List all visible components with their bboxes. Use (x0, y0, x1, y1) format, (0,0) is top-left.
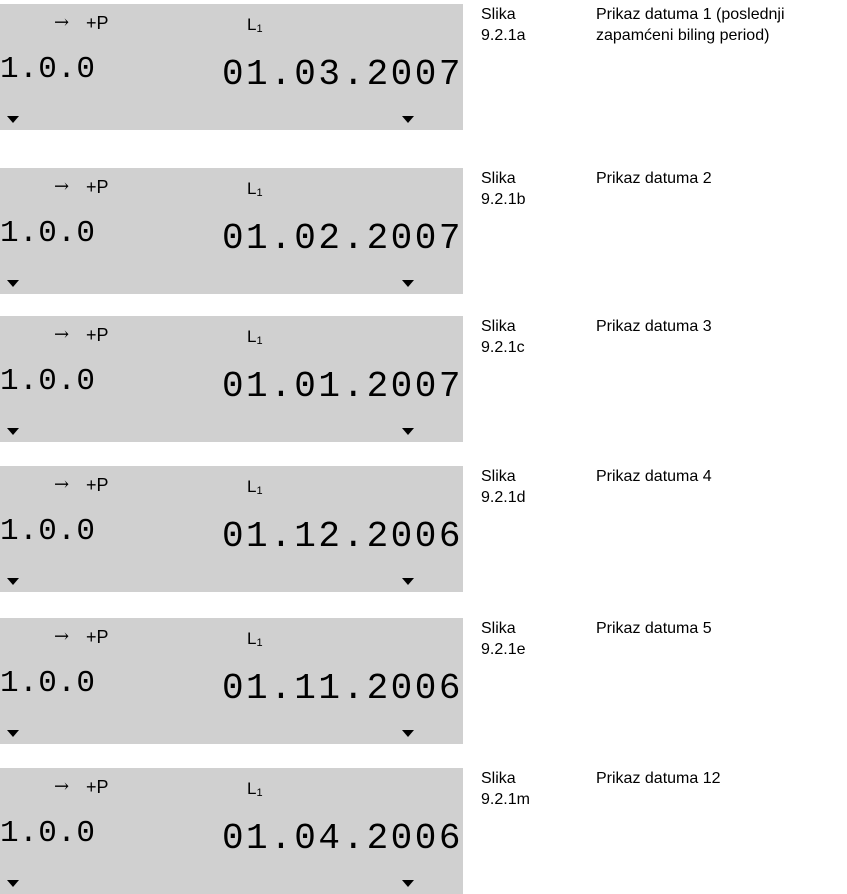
figure-number: 9.2.1a (481, 27, 526, 44)
description-line-1: Prikaz datuma 4 (596, 468, 712, 485)
display-row-6: → +P L1 1.0.0 01.04.2006 Slika 9.2.1m Pr… (0, 768, 847, 894)
phase-index: 1 (256, 787, 263, 799)
display-description: Prikaz datuma 2 (596, 168, 846, 189)
figure-number: 9.2.1b (481, 191, 526, 208)
billing-date: 01.04.2006 (221, 818, 463, 859)
phase-letter: L (247, 15, 257, 34)
display-row-1: → +P L1 1.0.0 01.03.2007 Slika 9.2.1a Pr… (0, 4, 847, 130)
phase-index: 1 (256, 335, 263, 347)
billing-date: 01.12.2006 (221, 516, 463, 557)
phase-letter: L (247, 779, 257, 798)
lcd-display: → +P L1 1.0.0 01.01.2007 (0, 316, 463, 442)
down-triangle-left-icon (7, 880, 19, 887)
energy-direction-arrow-icon: → (54, 776, 70, 797)
display-row-4: → +P L1 1.0.0 01.12.2006 Slika 9.2.1d Pr… (0, 466, 847, 592)
phase-indicator: L1 (247, 778, 263, 804)
description-line-1: Prikaz datuma 1 (poslednji (596, 6, 785, 23)
display-description: Prikaz datuma 3 (596, 316, 846, 337)
billing-date: 01.11.2006 (221, 668, 463, 709)
display-row-5: → +P L1 1.0.0 01.11.2006 Slika 9.2.1e Pr… (0, 618, 847, 744)
active-power-indicator: +P (86, 325, 109, 345)
figure-caption: Slika 9.2.1m (481, 768, 571, 810)
figure-number: 9.2.1m (481, 791, 530, 808)
active-power-indicator: +P (86, 777, 109, 797)
down-triangle-left-icon (7, 280, 19, 287)
down-triangle-right-icon (402, 280, 414, 287)
figure-label: Slika (481, 318, 516, 335)
energy-direction-arrow-icon: → (54, 626, 70, 647)
figure-label: Slika (481, 468, 516, 485)
obis-code: 1.0.0 (0, 216, 96, 251)
figure-number: 9.2.1d (481, 489, 526, 506)
down-triangle-left-icon (7, 116, 19, 123)
figure-caption: Slika 9.2.1b (481, 168, 571, 210)
figure-label: Slika (481, 170, 516, 187)
phase-indicator: L1 (247, 326, 263, 352)
description-line-2: zapamćeni biling period) (596, 27, 770, 44)
phase-indicator: L1 (247, 476, 263, 502)
figure-caption: Slika 9.2.1e (481, 618, 571, 660)
figure-caption: Slika 9.2.1a (481, 4, 571, 46)
figure-label: Slika (481, 620, 516, 637)
phase-indicator: L1 (247, 14, 263, 40)
obis-code: 1.0.0 (0, 816, 96, 851)
description-line-1: Prikaz datuma 2 (596, 170, 712, 187)
description-line-1: Prikaz datuma 3 (596, 318, 712, 335)
active-power-indicator: +P (86, 475, 109, 495)
obis-code: 1.0.0 (0, 514, 96, 549)
lcd-display: → +P L1 1.0.0 01.04.2006 (0, 768, 463, 894)
energy-direction-arrow-icon: → (54, 176, 70, 197)
phase-index: 1 (256, 187, 263, 199)
down-triangle-right-icon (402, 880, 414, 887)
energy-direction-arrow-icon: → (54, 474, 70, 495)
display-row-3: → +P L1 1.0.0 01.01.2007 Slika 9.2.1c Pr… (0, 316, 847, 442)
energy-direction-arrow-icon: → (54, 324, 70, 345)
obis-code: 1.0.0 (0, 52, 96, 87)
lcd-display: → +P L1 1.0.0 01.03.2007 (0, 4, 463, 130)
display-row-2: → +P L1 1.0.0 01.02.2007 Slika 9.2.1b Pr… (0, 168, 847, 294)
figure-number: 9.2.1c (481, 339, 525, 356)
down-triangle-right-icon (402, 428, 414, 435)
lcd-display: → +P L1 1.0.0 01.11.2006 (0, 618, 463, 744)
phase-index: 1 (256, 637, 263, 649)
billing-date: 01.03.2007 (221, 54, 463, 95)
description-line-1: Prikaz datuma 5 (596, 620, 712, 637)
lcd-display: → +P L1 1.0.0 01.12.2006 (0, 466, 463, 592)
down-triangle-right-icon (402, 730, 414, 737)
figure-label: Slika (481, 770, 516, 787)
display-description: Prikaz datuma 1 (poslednji zapamćeni bil… (596, 4, 846, 46)
billing-date: 01.01.2007 (221, 366, 463, 407)
display-description: Prikaz datuma 4 (596, 466, 846, 487)
figure-caption: Slika 9.2.1d (481, 466, 571, 508)
active-power-indicator: +P (86, 13, 109, 33)
down-triangle-right-icon (402, 116, 414, 123)
phase-indicator: L1 (247, 178, 263, 204)
phase-indicator: L1 (247, 628, 263, 654)
down-triangle-left-icon (7, 428, 19, 435)
description-line-1: Prikaz datuma 12 (596, 770, 721, 787)
figure-caption: Slika 9.2.1c (481, 316, 571, 358)
phase-letter: L (247, 327, 257, 346)
energy-direction-arrow-icon: → (54, 12, 70, 33)
down-triangle-left-icon (7, 578, 19, 585)
obis-code: 1.0.0 (0, 364, 96, 399)
obis-code: 1.0.0 (0, 666, 96, 701)
figure-label: Slika (481, 6, 516, 23)
active-power-indicator: +P (86, 177, 109, 197)
phase-index: 1 (256, 23, 263, 35)
active-power-indicator: +P (86, 627, 109, 647)
down-triangle-left-icon (7, 730, 19, 737)
display-description: Prikaz datuma 12 (596, 768, 846, 789)
billing-date: 01.02.2007 (221, 218, 463, 259)
phase-letter: L (247, 629, 257, 648)
lcd-display: → +P L1 1.0.0 01.02.2007 (0, 168, 463, 294)
phase-letter: L (247, 179, 257, 198)
figure-number: 9.2.1e (481, 641, 526, 658)
phase-letter: L (247, 477, 257, 496)
phase-index: 1 (256, 485, 263, 497)
down-triangle-right-icon (402, 578, 414, 585)
display-description: Prikaz datuma 5 (596, 618, 846, 639)
